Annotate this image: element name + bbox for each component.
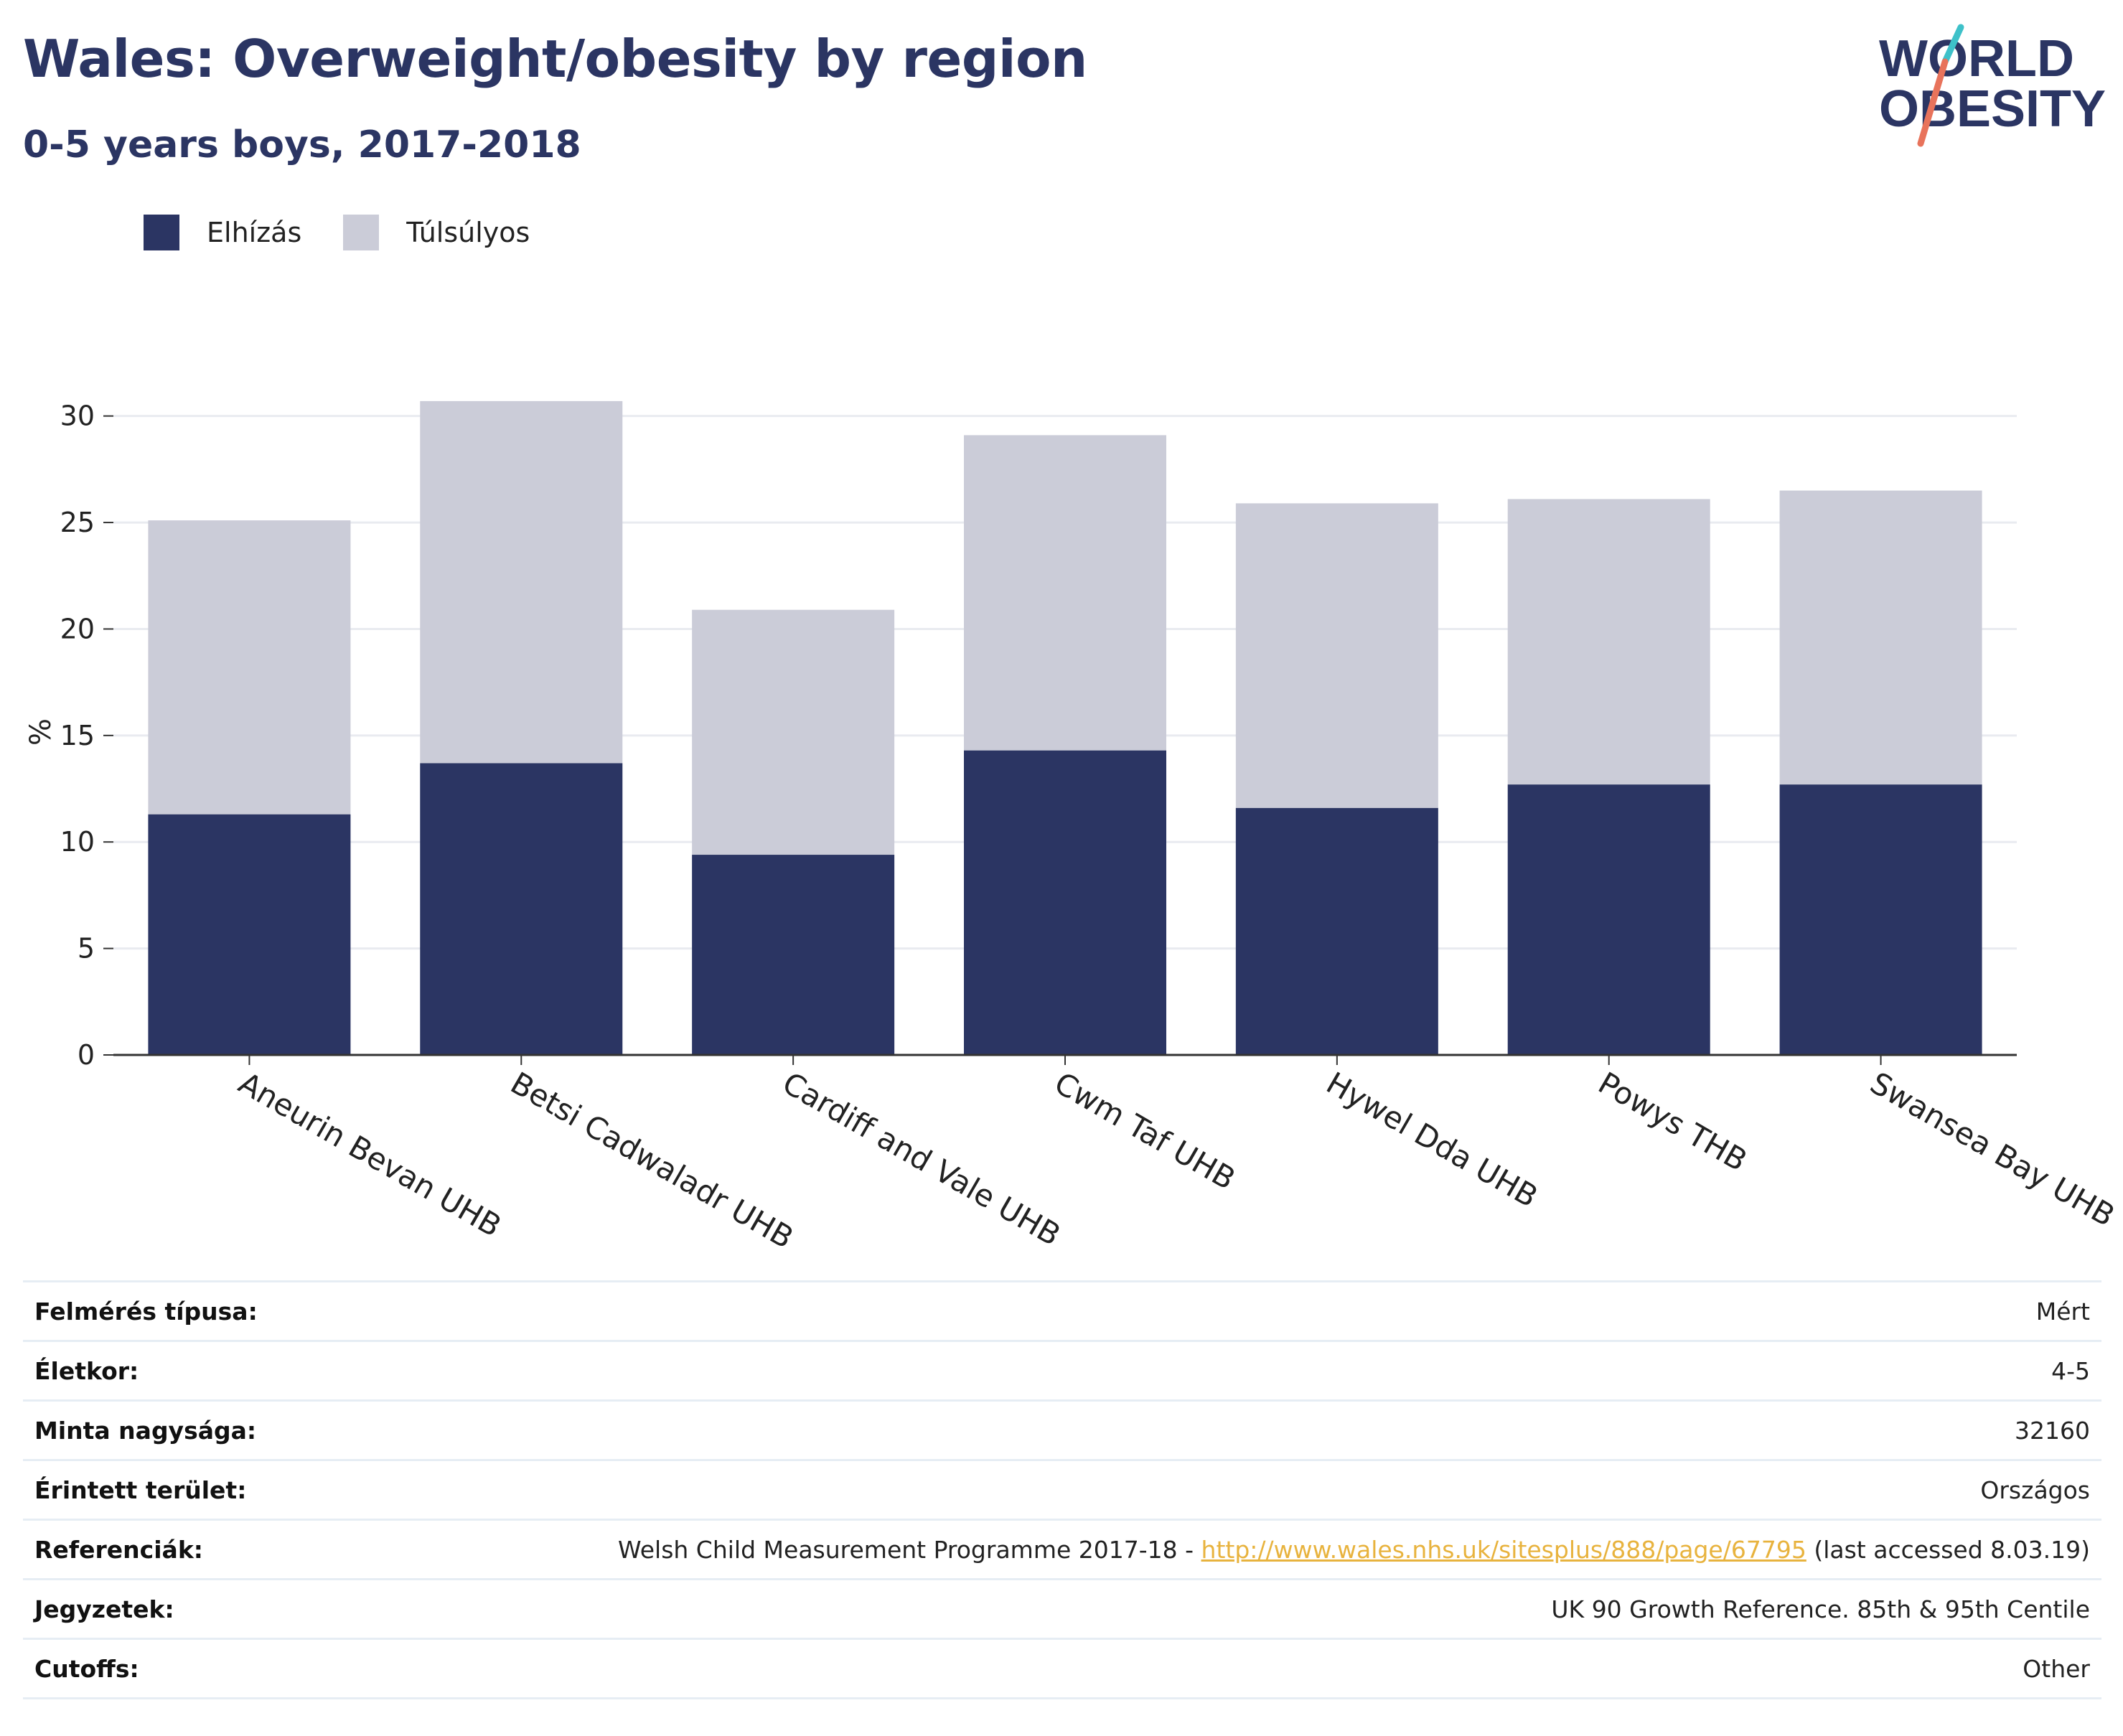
reference-text: Welsh Child Measurement Programme 2017-1… bbox=[618, 1535, 1201, 1564]
info-value: UK 90 Growth Reference. 85th & 95th Cent… bbox=[1551, 1595, 2090, 1623]
legend-swatch-overweight bbox=[343, 215, 380, 250]
logo-slash-teal bbox=[1941, 24, 1964, 65]
logo-slash-coral bbox=[1917, 58, 1949, 147]
bar-obese[interactable] bbox=[1507, 784, 1710, 1055]
bars bbox=[148, 400, 1982, 1055]
bar-overweight[interactable] bbox=[692, 609, 895, 855]
x-tick-label: Cwm Taf UHB bbox=[1049, 1065, 1241, 1196]
bar-obese[interactable] bbox=[1779, 784, 1982, 1055]
info-row-notes: Jegyzetek: UK 90 Growth Reference. 85th … bbox=[23, 1580, 2101, 1639]
info-value: Welsh Child Measurement Programme 2017-1… bbox=[317, 1520, 2101, 1580]
world-obesity-logo: WORLD OBESITY bbox=[1879, 24, 2106, 147]
x-tick-label: Cardiff and Vale UHB bbox=[777, 1065, 1067, 1252]
bar-obese[interactable] bbox=[420, 763, 623, 1055]
info-row-cutoffs: Cutoffs: Other bbox=[23, 1639, 2101, 1699]
bar-overweight[interactable] bbox=[964, 435, 1166, 751]
info-label: Minta nagysága: bbox=[34, 1416, 257, 1445]
bar-overweight[interactable] bbox=[148, 520, 351, 815]
info-label: Cutoffs: bbox=[34, 1654, 139, 1683]
legend-item-overweight[interactable]: Túlsúlyos bbox=[343, 215, 530, 250]
info-label: Érintett terület: bbox=[34, 1475, 247, 1504]
reference-link[interactable]: http://www.wales.nhs.uk/sitesplus/888/pa… bbox=[1201, 1535, 1806, 1564]
x-tick-label: Betsi Cadwaladr UHB bbox=[505, 1065, 799, 1255]
info-label: Jegyzetek: bbox=[34, 1595, 174, 1623]
reference-suffix: (last accessed 8.03.19) bbox=[1806, 1535, 2090, 1564]
x-tick-label: Aneurin Bevan UHB bbox=[233, 1065, 507, 1244]
legend-label-overweight: Túlsúlyos bbox=[406, 217, 530, 248]
info-row-sample-size: Minta nagysága: 32160 bbox=[23, 1401, 2101, 1460]
bar-obese[interactable] bbox=[692, 855, 895, 1055]
info-row-survey-type: Felmérés típusa: Mért bbox=[23, 1281, 2101, 1341]
chart-title: Wales: Overweight/obesity by region bbox=[23, 29, 1087, 89]
info-value: Mért bbox=[2035, 1297, 2090, 1326]
info-value: 32160 bbox=[2015, 1416, 2090, 1445]
info-row-references: Referenciák: Welsh Child Measurement Pro… bbox=[23, 1520, 2101, 1580]
legend-label-obese: Elhízás bbox=[207, 217, 302, 248]
info-label: Életkor: bbox=[34, 1356, 139, 1385]
bar-overweight[interactable] bbox=[1235, 503, 1438, 808]
axes bbox=[103, 415, 2017, 1065]
info-row-age: Életkor: 4-5 bbox=[23, 1341, 2101, 1401]
x-tick-label: Swansea Bay UHB bbox=[1865, 1065, 2121, 1233]
bar-overweight[interactable] bbox=[1779, 490, 1982, 785]
logo-text-obesity: OBESITY bbox=[1879, 80, 2106, 138]
legend-swatch-obese bbox=[144, 215, 179, 250]
bar-obese[interactable] bbox=[1235, 807, 1438, 1055]
info-row-area: Érintett terület: Országos bbox=[23, 1460, 2101, 1520]
x-tick-label: Hywel Dda UHB bbox=[1321, 1065, 1544, 1214]
y-axis-title: % bbox=[24, 718, 57, 746]
bar-obese[interactable] bbox=[148, 814, 351, 1055]
bar-overweight[interactable] bbox=[420, 400, 623, 764]
info-value: Országos bbox=[1980, 1475, 2090, 1504]
y-tick-label: 20 bbox=[60, 613, 95, 644]
y-tick-label: 15 bbox=[60, 720, 95, 751]
y-tick-label: 25 bbox=[60, 507, 95, 538]
info-value: 4-5 bbox=[2051, 1356, 2090, 1385]
bar-obese[interactable] bbox=[964, 750, 1166, 1055]
metadata-table: Felmérés típusa: Mért Életkor: 4-5 Minta… bbox=[23, 1280, 2101, 1699]
logo-text-world: WORLD bbox=[1879, 30, 2074, 88]
legend-item-obese[interactable]: Elhízás bbox=[144, 215, 301, 250]
info-value: Other bbox=[2023, 1654, 2090, 1683]
x-tick-label: Powys THB bbox=[1593, 1065, 1753, 1178]
y-tick-label: 10 bbox=[60, 826, 95, 858]
y-tick-label: 0 bbox=[78, 1039, 95, 1071]
chart-legend: Elhízás Túlsúlyos bbox=[144, 212, 571, 253]
y-tick-label: 5 bbox=[78, 933, 95, 965]
info-label: Referenciák: bbox=[34, 1535, 203, 1564]
info-label: Felmérés típusa: bbox=[34, 1297, 258, 1326]
bar-overweight[interactable] bbox=[1507, 499, 1710, 785]
y-tick-label: 30 bbox=[60, 400, 95, 432]
chart-subtitle: 0-5 years boys, 2017-2018 bbox=[23, 123, 581, 166]
